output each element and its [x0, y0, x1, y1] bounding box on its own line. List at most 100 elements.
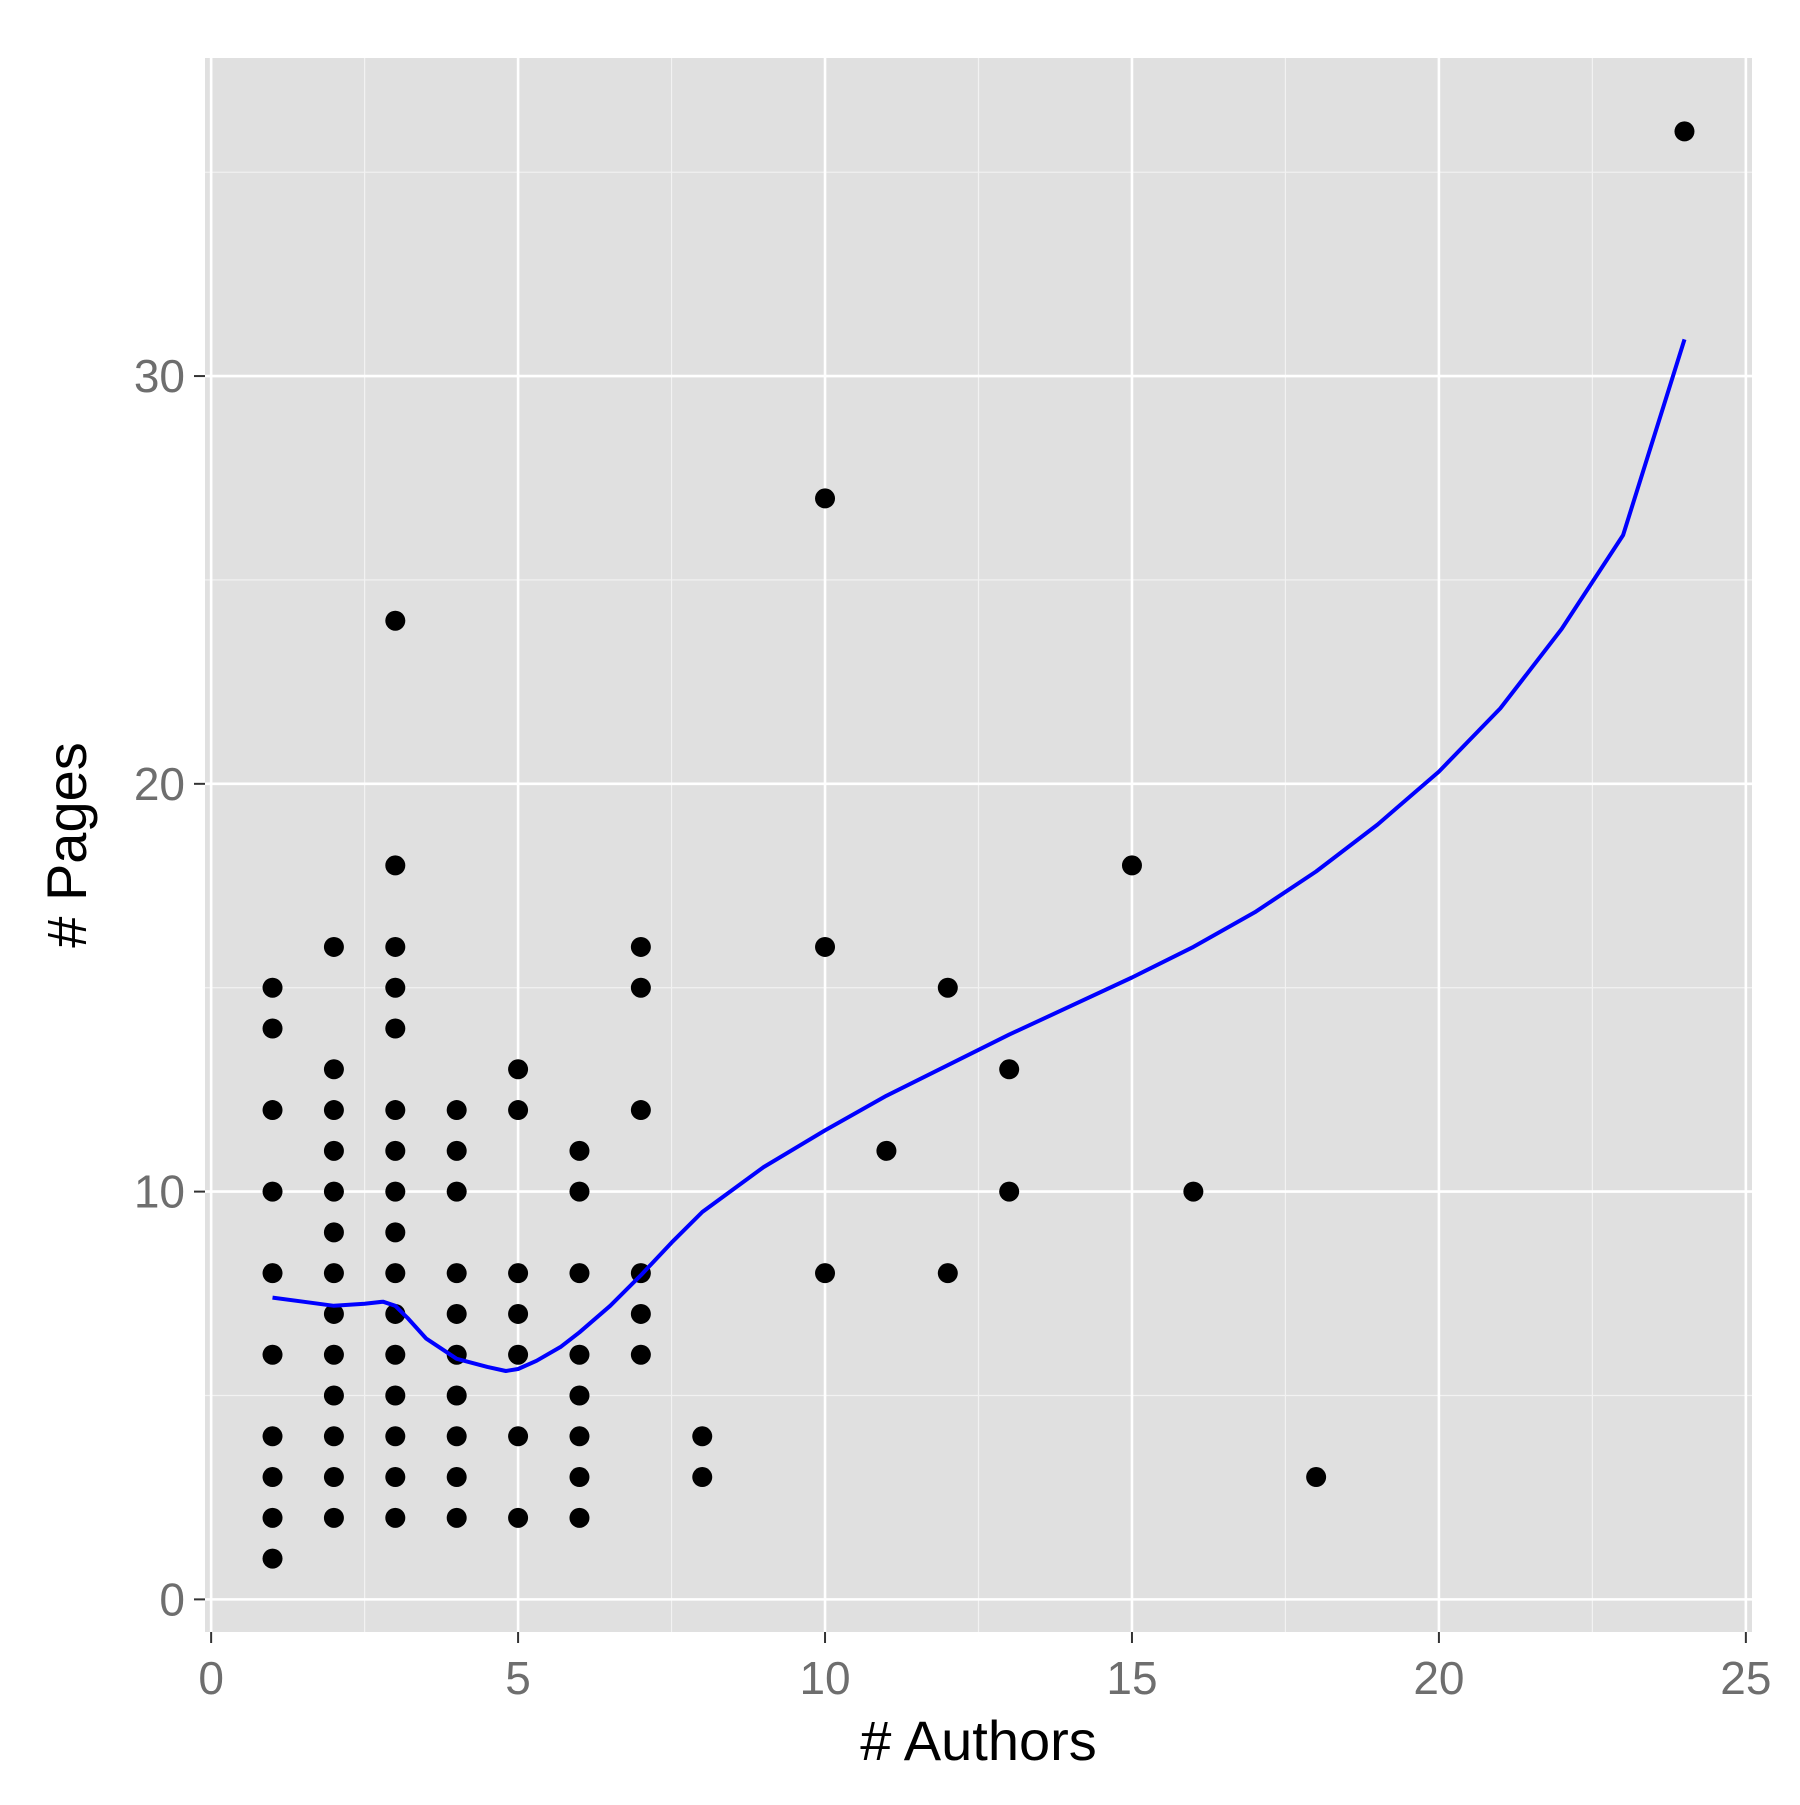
- data-point: [385, 1263, 406, 1284]
- data-point: [323, 1385, 344, 1406]
- data-point: [446, 1467, 467, 1488]
- data-point: [815, 1263, 836, 1284]
- data-point: [630, 1303, 651, 1324]
- data-point: [569, 1140, 590, 1161]
- data-point: [385, 1344, 406, 1365]
- data-point: [1121, 855, 1142, 876]
- y-axis-title: # Pages: [35, 742, 98, 948]
- data-point: [446, 1140, 467, 1161]
- data-point: [323, 1263, 344, 1284]
- data-point: [385, 1100, 406, 1121]
- data-point: [569, 1507, 590, 1528]
- data-point: [1183, 1181, 1204, 1202]
- data-point: [569, 1385, 590, 1406]
- y-axis-ticks: 0 10 20 30: [134, 350, 205, 1625]
- data-point: [569, 1426, 590, 1447]
- data-point: [385, 1426, 406, 1447]
- data-points: [262, 121, 1695, 1569]
- data-point: [323, 1181, 344, 1202]
- data-point: [385, 936, 406, 957]
- data-point: [323, 1303, 344, 1324]
- data-point: [385, 1507, 406, 1528]
- data-point: [630, 1344, 651, 1365]
- data-point: [446, 1426, 467, 1447]
- y-tick-label: 20: [134, 758, 185, 810]
- x-tick-label: 0: [198, 1652, 224, 1704]
- data-point: [385, 1222, 406, 1243]
- smooth-trend-line: [272, 338, 1687, 1373]
- data-point: [446, 1303, 467, 1324]
- x-axis-ticks: 0 5 10 15 20 25: [198, 1632, 1771, 1704]
- data-point: [262, 977, 283, 998]
- data-point: [937, 1263, 958, 1284]
- data-point: [446, 1507, 467, 1528]
- data-point: [508, 1426, 529, 1447]
- data-point: [385, 1140, 406, 1161]
- data-point: [508, 1059, 529, 1080]
- data-point: [385, 1018, 406, 1039]
- data-point: [446, 1100, 467, 1121]
- data-point: [262, 1344, 283, 1365]
- data-point: [630, 977, 651, 998]
- data-point: [262, 1263, 283, 1284]
- data-point: [508, 1507, 529, 1528]
- data-point: [262, 1426, 283, 1447]
- data-point: [262, 1181, 283, 1202]
- y-tick-label: 10: [134, 1166, 185, 1218]
- data-point: [692, 1426, 713, 1447]
- data-point: [999, 1181, 1020, 1202]
- data-point: [937, 977, 958, 998]
- data-point: [508, 1303, 529, 1324]
- data-point: [630, 1100, 651, 1121]
- data-point: [569, 1181, 590, 1202]
- data-point: [323, 1100, 344, 1121]
- data-point: [323, 1467, 344, 1488]
- data-point: [323, 1344, 344, 1365]
- y-tick-label: 30: [134, 350, 185, 402]
- x-tick-label: 25: [1720, 1652, 1771, 1704]
- data-point: [999, 1059, 1020, 1080]
- data-point: [508, 1263, 529, 1284]
- data-point: [385, 977, 406, 998]
- data-point: [262, 1548, 283, 1569]
- data-point: [508, 1100, 529, 1121]
- data-point: [1306, 1467, 1327, 1488]
- data-point: [815, 936, 836, 957]
- data-point: [385, 855, 406, 876]
- data-point: [323, 1222, 344, 1243]
- x-tick-label: 20: [1413, 1652, 1464, 1704]
- x-tick-label: 10: [799, 1652, 850, 1704]
- data-point: [1674, 121, 1695, 142]
- minor-gridlines: [205, 58, 1752, 1632]
- x-tick-label: 5: [505, 1652, 531, 1704]
- x-axis-title: # Authors: [860, 1709, 1097, 1772]
- data-point: [815, 488, 836, 509]
- data-point: [262, 1100, 283, 1121]
- data-point: [385, 1467, 406, 1488]
- data-point: [323, 1059, 344, 1080]
- data-point: [569, 1467, 590, 1488]
- data-point: [692, 1467, 713, 1488]
- data-point: [569, 1263, 590, 1284]
- data-point: [323, 1507, 344, 1528]
- data-point: [385, 1181, 406, 1202]
- data-point: [446, 1385, 467, 1406]
- data-point: [446, 1263, 467, 1284]
- data-point: [323, 1140, 344, 1161]
- data-point: [569, 1344, 590, 1365]
- data-point: [508, 1344, 529, 1365]
- data-point: [876, 1140, 897, 1161]
- data-point: [385, 1385, 406, 1406]
- data-point: [385, 610, 406, 631]
- data-point: [630, 936, 651, 957]
- x-tick-label: 15: [1106, 1652, 1157, 1704]
- data-point: [262, 1018, 283, 1039]
- data-point: [323, 1426, 344, 1447]
- data-point: [446, 1181, 467, 1202]
- y-tick-label: 0: [159, 1573, 185, 1625]
- data-point: [262, 1467, 283, 1488]
- data-point: [262, 1507, 283, 1528]
- data-point: [323, 936, 344, 957]
